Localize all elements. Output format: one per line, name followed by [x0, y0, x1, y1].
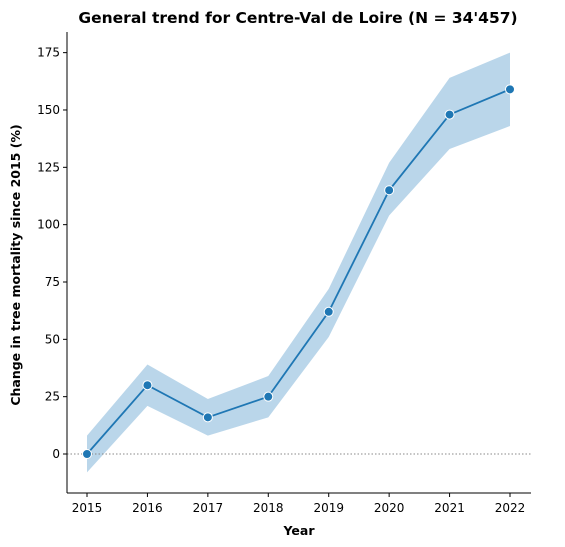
y-tick-label: 50 — [45, 332, 60, 346]
x-tick-label: 2016 — [132, 501, 163, 515]
x-tick-label: 2019 — [313, 501, 344, 515]
y-tick-label: 125 — [37, 160, 60, 174]
data-point-2016 — [142, 380, 153, 391]
data-point-2017 — [202, 412, 213, 423]
y-tick-label: 0 — [52, 447, 60, 461]
x-tick-label: 2015 — [72, 501, 103, 515]
y-axis-ticks: 0 25 50 75 100 125 150 175 — [37, 46, 67, 461]
plot-area — [67, 52, 531, 473]
data-point-2020 — [384, 185, 395, 196]
chart-title: General trend for Centre-Val de Loire (N… — [78, 9, 517, 27]
y-tick-label: 150 — [37, 103, 60, 117]
x-tick-label: 2022 — [495, 501, 526, 515]
x-tick-label: 2017 — [193, 501, 224, 515]
data-point-2022 — [505, 84, 515, 95]
x-tick-label: 2021 — [434, 501, 465, 515]
data-point-2021 — [444, 109, 455, 120]
y-tick-label: 25 — [45, 390, 60, 404]
y-axis-title: Change in tree mortality since 2015 (%) — [8, 124, 23, 405]
y-tick-label: 175 — [37, 46, 60, 60]
series-line — [86, 88, 511, 455]
data-point-2019 — [323, 306, 334, 317]
x-tick-label: 2018 — [253, 501, 284, 515]
y-tick-label: 75 — [45, 275, 60, 289]
x-axis-ticks: 2015 2016 2017 2018 2019 2020 2021 2022 — [72, 493, 526, 515]
x-axis-title: Year — [283, 523, 316, 538]
y-tick-label: 100 — [37, 218, 60, 232]
data-point-2015 — [82, 449, 92, 460]
x-tick-label: 2020 — [374, 501, 405, 515]
confidence-band — [87, 52, 510, 473]
data-point-2018 — [263, 391, 274, 402]
